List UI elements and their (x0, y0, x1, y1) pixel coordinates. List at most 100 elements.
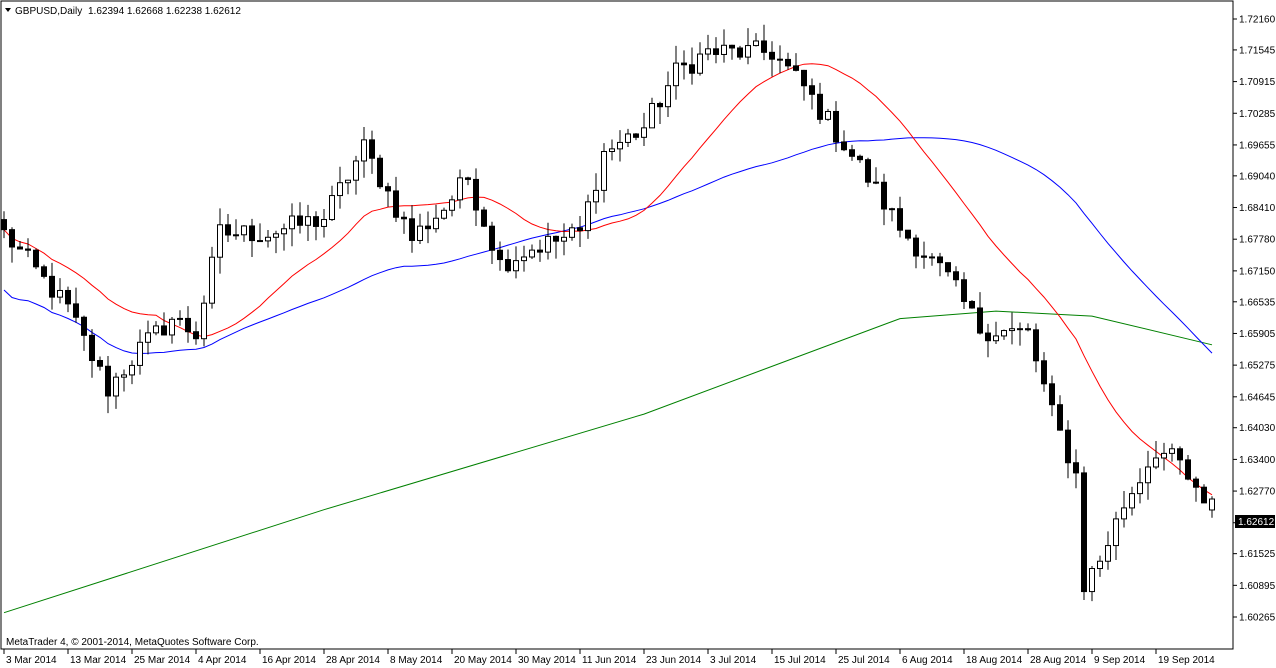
candle-body-down (249, 225, 255, 242)
candle-body-up (433, 217, 439, 230)
candle-body-up (265, 236, 271, 242)
x-tick-label: 11 Jun 2014 (582, 655, 637, 666)
candle-body-up (457, 177, 463, 201)
candle (921, 241, 927, 269)
candle (385, 182, 391, 207)
candle (873, 167, 879, 185)
candle (177, 310, 183, 326)
candle (1185, 455, 1191, 481)
candle-body-down (817, 93, 823, 120)
candle-body-down (41, 266, 47, 277)
candle-body-up (449, 199, 455, 211)
candle (841, 130, 847, 152)
y-tick-label: 1.64030 (1239, 423, 1276, 434)
candle-body-down (969, 300, 975, 309)
candle-body-down (849, 149, 855, 157)
x-tick-label: 9 Sep 2014 (1094, 655, 1146, 666)
candle (73, 287, 79, 323)
candle-body-up (721, 44, 727, 55)
candle-body-down (777, 58, 783, 61)
price-axis: 1.72160 1.71545 1.70915 1.70285 1.69655 1.690… (1233, 15, 1276, 624)
y-tick-label: 1.65275 (1239, 361, 1276, 372)
candle-body-up (745, 45, 751, 58)
x-tick-label: 16 Apr 2014 (262, 655, 316, 666)
candle (57, 278, 63, 304)
candle-body-down (953, 271, 959, 281)
candle (81, 315, 87, 351)
x-tick-label: 4 Apr 2014 (198, 655, 247, 666)
candle-body-up (513, 260, 519, 272)
candle-body-down (1049, 383, 1055, 406)
candle-body-up (673, 62, 679, 87)
candle-body-up (209, 256, 215, 304)
time-axis: 3 Mar 2014 13 Mar 2014 25 Mar 2014 4 Apr 20… (3, 649, 1215, 666)
y-tick-label: 1.71545 (1239, 45, 1276, 56)
candle-body-up (353, 160, 359, 181)
candle (689, 47, 695, 85)
candle (785, 52, 791, 70)
candle (529, 244, 535, 260)
candle (577, 216, 583, 247)
candle-body-up (321, 219, 327, 227)
x-tick-label: 13 Mar 2014 (70, 655, 127, 666)
candle-body-down (841, 141, 847, 151)
candle-body-up (1009, 328, 1015, 332)
x-tick-label: 15 Jul 2014 (774, 655, 826, 666)
candle-body-up (1113, 518, 1119, 547)
candle (105, 356, 111, 414)
candle-body-up (561, 236, 567, 242)
candle (633, 133, 639, 141)
candle-body-up (1089, 568, 1095, 593)
candle (953, 266, 959, 287)
candle (897, 196, 903, 238)
candle (617, 130, 623, 162)
candle-body-up (585, 201, 591, 232)
candle-body-down (681, 62, 687, 66)
dropdown-triangle-icon[interactable] (5, 8, 11, 12)
candle (1049, 375, 1055, 417)
candle (881, 173, 887, 226)
candle-body-up (1153, 457, 1159, 468)
candle (33, 248, 39, 270)
candle (769, 41, 775, 77)
candle (129, 360, 135, 385)
candle-body-up (273, 233, 279, 238)
candle (489, 221, 495, 265)
candle (793, 53, 799, 72)
candle-body-up (1017, 328, 1023, 331)
candle-body-up (1137, 482, 1143, 495)
x-tick-label: 25 Mar 2014 (134, 655, 191, 666)
candle (145, 320, 151, 355)
y-tick-label: 1.62770 (1239, 487, 1276, 498)
candle (1121, 490, 1127, 528)
candle (641, 112, 647, 147)
y-tick-label: 1.67780 (1239, 235, 1276, 246)
candle (913, 234, 919, 269)
candle (513, 246, 519, 279)
y-tick-label: 1.68410 (1239, 203, 1276, 214)
x-tick-label: 30 May 2014 (518, 655, 576, 666)
candle-body-down (489, 225, 495, 251)
candle (1201, 484, 1207, 504)
candle-body-up (305, 216, 311, 226)
candle-body-up (153, 325, 159, 334)
candle (153, 321, 159, 336)
candle-body-up (825, 110, 831, 120)
y-tick-label: 1.70915 (1239, 77, 1276, 88)
candle (121, 369, 127, 392)
candle-body-up (609, 148, 615, 153)
candle-body-down (161, 325, 167, 336)
candle (945, 262, 951, 277)
candle (265, 229, 271, 248)
candle (777, 45, 783, 74)
y-tick-label: 1.70285 (1239, 109, 1276, 120)
candle-body-up (441, 209, 447, 219)
candle-body-up (993, 335, 999, 342)
candle-body-up (601, 151, 607, 191)
candle (305, 204, 311, 242)
candle (1193, 476, 1199, 502)
candle (297, 202, 303, 234)
candle-body-down (97, 360, 103, 367)
x-tick-label: 18 Aug 2014 (966, 655, 1023, 666)
